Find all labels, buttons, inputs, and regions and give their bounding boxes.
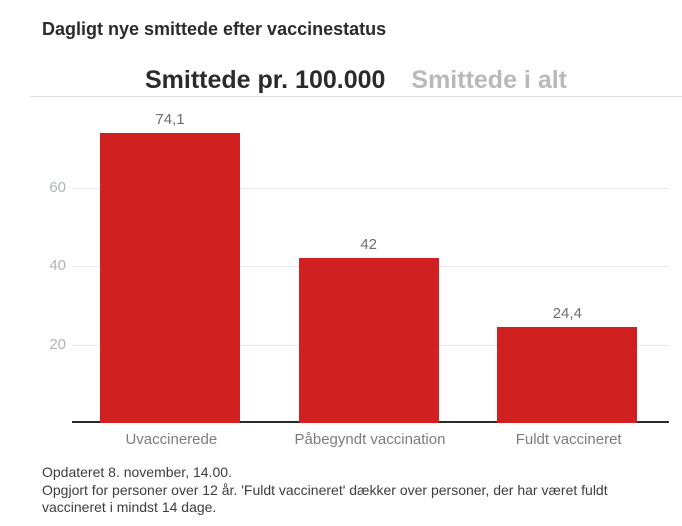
- tab-smittede-i-alt[interactable]: Smittede i alt: [411, 66, 567, 94]
- updated-timestamp: Opdateret 8. november, 14.00.: [42, 464, 232, 480]
- bar-fuldt-vaccineret: [497, 327, 638, 423]
- y-axis-label: 60: [49, 178, 66, 196]
- bar-chart: 20 40 60 74,1 Uvaccinerede 42 Påbegyndt vaccin…: [0, 97, 682, 462]
- chart-tab-bar: Smittede pr. 100.000 Smittede i alt: [30, 60, 682, 97]
- bar-value-label: 24,4: [552, 305, 582, 323]
- bar-uvaccinerede: [100, 132, 240, 423]
- tab-smittede-pr-100000[interactable]: Smittede pr. 100.000: [145, 66, 386, 94]
- methodology-note: Opgjort for personer over 12 år. 'Fuldt …: [42, 481, 608, 516]
- x-axis-label: Påbegyndt vaccination: [294, 431, 446, 448]
- x-axis-label: Fuldt vaccineret: [515, 431, 622, 448]
- page-title: Dagligt nye smittede efter vaccinestatus: [42, 19, 387, 40]
- bar-p-begyndt-vaccination: [298, 258, 439, 423]
- chart-footnote: Opdateret 8. november, 14.00. Opgjort fo…: [42, 464, 674, 517]
- bar-value-label: 42: [360, 236, 377, 254]
- gridline: [72, 187, 669, 189]
- y-axis-label: 40: [49, 257, 66, 275]
- y-axis-label: 20: [49, 335, 66, 353]
- x-axis-label: Uvaccinerede: [125, 431, 218, 448]
- bar-value-label: 74,1: [155, 110, 185, 128]
